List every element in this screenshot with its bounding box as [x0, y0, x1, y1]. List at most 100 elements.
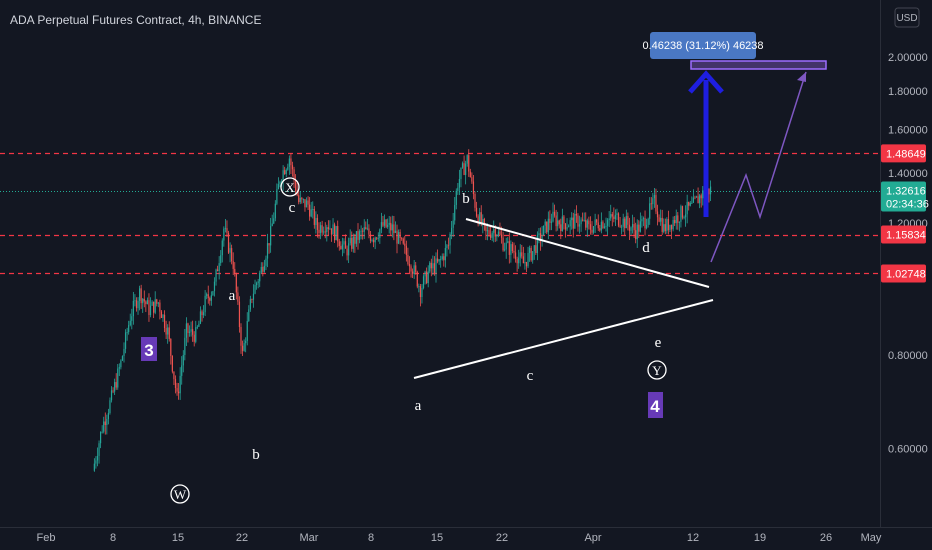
candle [291, 161, 294, 177]
candle [324, 222, 326, 239]
candle [332, 218, 334, 235]
candle [394, 221, 397, 234]
measure-label-text: 0.46238 (31.12%) 46238 [642, 40, 763, 52]
candle [107, 408, 109, 425]
candle [589, 216, 592, 235]
candle [151, 300, 153, 306]
candle [226, 220, 228, 237]
candle [507, 237, 509, 244]
candle [436, 249, 439, 264]
candle [709, 180, 712, 201]
level-tag-0: 1.48649 [881, 144, 926, 163]
currency-button-label: USD [896, 13, 917, 24]
candle [120, 359, 122, 370]
candle [163, 310, 166, 333]
candle [240, 323, 242, 354]
countdown-value: 02:34:36 [886, 199, 929, 211]
projection-path[interactable] [710, 71, 807, 263]
candle [415, 261, 417, 275]
candle [460, 167, 462, 188]
candle [337, 220, 339, 248]
candle [140, 284, 142, 309]
candle [474, 191, 476, 212]
candle [447, 237, 450, 250]
candle [635, 222, 637, 244]
candle [335, 225, 337, 241]
candle [514, 245, 517, 263]
candle [538, 228, 540, 244]
candle [270, 217, 272, 253]
target-zone-box[interactable] [690, 60, 827, 70]
candle [340, 241, 342, 250]
candle [329, 220, 331, 231]
candle [309, 197, 311, 221]
time-axis[interactable]: Feb 8 15 22 Mar 8 15 22 Apr 12 19 26 May [37, 532, 882, 544]
candle [351, 231, 353, 252]
candle [142, 297, 144, 313]
candle [547, 211, 549, 240]
candle [516, 256, 518, 272]
candle [670, 224, 673, 239]
candle [380, 212, 382, 234]
candle [652, 192, 654, 210]
candle [153, 301, 155, 319]
candle [103, 416, 105, 434]
candle [373, 237, 375, 248]
candle [552, 202, 554, 223]
candle [614, 209, 616, 226]
candle [619, 217, 621, 229]
candle [465, 160, 467, 185]
triangle-lower-line[interactable] [413, 299, 714, 379]
wave-label-c-2: c [527, 368, 534, 384]
time-tick-7: 22 [496, 532, 508, 544]
level-tag-1: 1.15834 [881, 225, 926, 244]
candle [486, 223, 489, 241]
candle [390, 216, 392, 237]
candle [266, 233, 269, 268]
circled-label-x: X [280, 177, 300, 197]
price-axis[interactable]: 2.000001.800001.600001.400001.200000.800… [888, 52, 928, 455]
candle [146, 297, 148, 305]
candle [557, 211, 559, 231]
time-tick-3: 22 [236, 532, 248, 544]
triangle-upper-line[interactable] [465, 218, 710, 288]
candle [271, 214, 273, 227]
candle [433, 256, 436, 276]
candle [377, 232, 379, 242]
candle [341, 237, 343, 257]
candle [313, 206, 315, 229]
candle [229, 242, 231, 263]
candle [139, 285, 141, 311]
candle [468, 149, 470, 177]
candle [655, 188, 657, 215]
currency-button[interactable]: USD [894, 7, 920, 28]
circled-label-y-text: Y [652, 363, 662, 378]
candle [121, 355, 124, 362]
candle [365, 221, 367, 230]
candle [344, 234, 347, 249]
candle [232, 252, 234, 276]
candle [661, 209, 663, 235]
candle [621, 224, 623, 235]
price-tick-1: 1.80000 [888, 86, 928, 98]
candle [195, 320, 197, 344]
candle [561, 208, 563, 232]
candle [257, 278, 259, 289]
candle [106, 414, 108, 435]
time-tick-4: Mar [300, 532, 319, 544]
candle [101, 425, 103, 434]
candle [667, 210, 670, 235]
candle [532, 251, 534, 264]
candle [675, 209, 677, 230]
candle [575, 205, 577, 223]
candle [276, 183, 278, 206]
candle [505, 237, 507, 259]
candle [695, 195, 698, 198]
candle [472, 174, 475, 200]
candle [326, 224, 328, 242]
candle [360, 225, 362, 240]
candle [366, 218, 368, 231]
candle [413, 260, 415, 279]
candle [199, 306, 202, 325]
